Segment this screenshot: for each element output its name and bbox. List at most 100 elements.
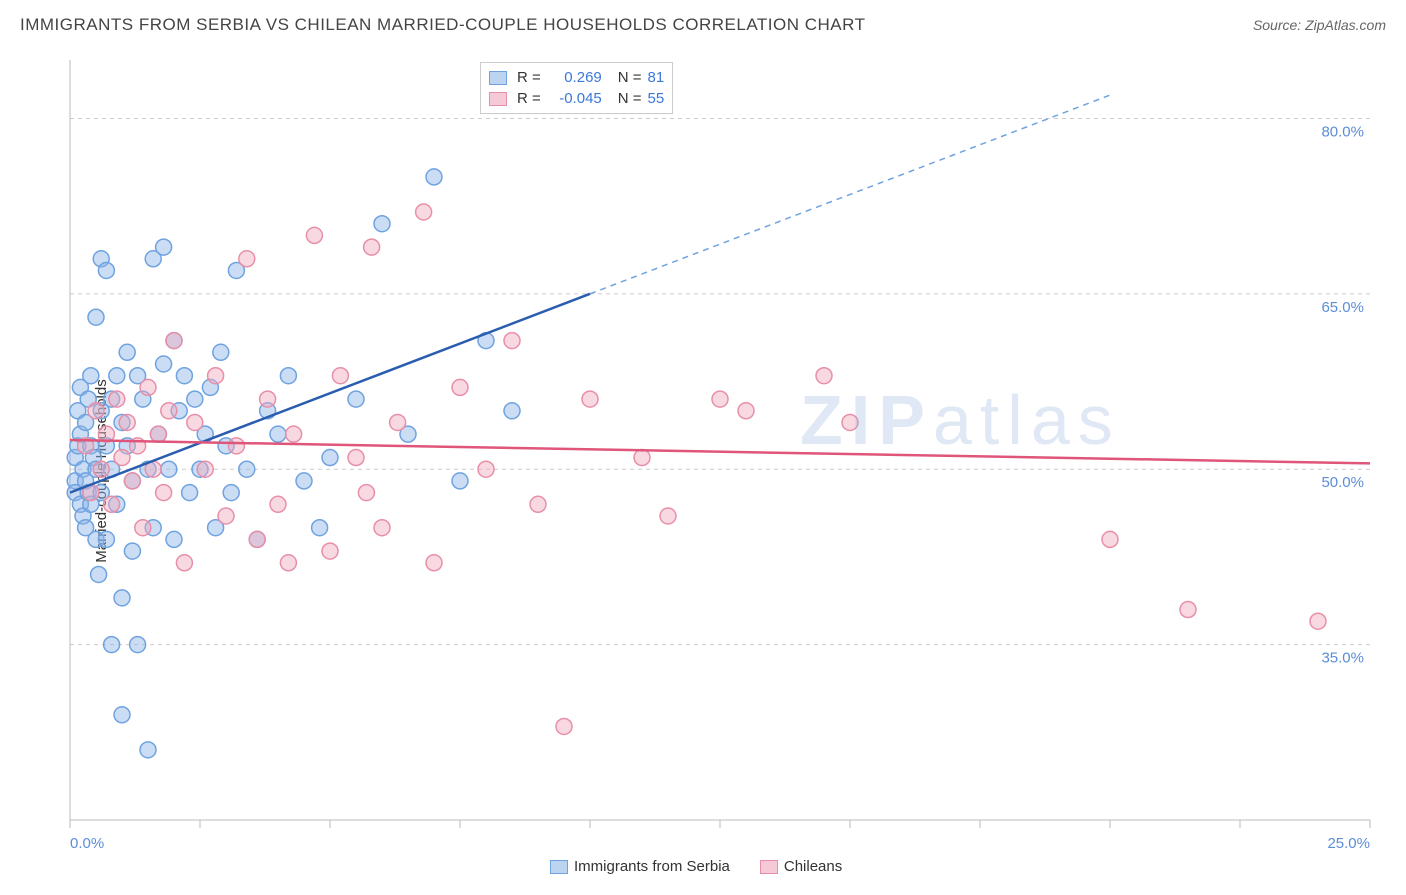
legend-item: Immigrants from Serbia [550,858,730,875]
data-point [280,368,296,384]
data-point [88,403,104,419]
data-point [270,426,286,442]
scatter-plot: 35.0%50.0%65.0%80.0%0.0%25.0% ZIPatlas R… [50,50,1390,850]
stats-row: R =-0.045N =55 [489,88,664,109]
data-point [364,239,380,255]
data-point [249,531,265,547]
data-point [348,450,364,466]
data-point [140,379,156,395]
chart-svg: 35.0%50.0%65.0%80.0%0.0%25.0% [50,50,1390,890]
data-point [478,461,494,477]
data-point [582,391,598,407]
data-point [260,391,276,407]
data-point [228,438,244,454]
data-point [197,461,213,477]
n-value: 55 [648,90,665,107]
y-tick-label: 50.0% [1321,474,1364,491]
data-point [322,450,338,466]
data-point [223,485,239,501]
data-point [104,496,120,512]
data-point [426,555,442,571]
data-point [91,566,107,582]
data-point [109,368,125,384]
data-point [119,344,135,360]
data-point [1310,613,1326,629]
data-point [296,473,312,489]
data-point [322,543,338,559]
r-label: R = [517,69,541,86]
data-point [816,368,832,384]
data-point [1102,531,1118,547]
data-point [634,450,650,466]
data-point [114,450,130,466]
n-label: N = [618,69,642,86]
data-point [114,590,130,606]
legend-swatch [760,860,778,874]
legend-swatch [550,860,568,874]
correlation-stats-box: R =0.269N =81R =-0.045N =55 [480,62,673,114]
n-value: 81 [648,69,665,86]
data-point [504,403,520,419]
x-tick-label: 0.0% [70,835,104,852]
source-attribution: Source: ZipAtlas.com [1253,17,1386,33]
data-point [712,391,728,407]
data-point [332,368,348,384]
data-point [358,485,374,501]
data-point [556,718,572,734]
y-tick-label: 65.0% [1321,299,1364,316]
data-point [416,204,432,220]
data-point [660,508,676,524]
data-point [280,555,296,571]
data-point [842,414,858,430]
data-point [208,368,224,384]
series-legend: Immigrants from Serbia Chileans [550,858,842,875]
stats-row: R =0.269N =81 [489,67,664,88]
data-point [93,461,109,477]
data-point [213,344,229,360]
data-point [83,368,99,384]
data-point [88,309,104,325]
data-point [239,461,255,477]
legend-label: Chileans [784,858,842,875]
data-point [218,508,234,524]
data-point [156,356,172,372]
chart-title: IMMIGRANTS FROM SERBIA VS CHILEAN MARRIE… [20,15,866,35]
data-point [135,520,151,536]
legend-label: Immigrants from Serbia [574,858,730,875]
data-point [738,403,754,419]
legend-swatch [489,71,507,85]
data-point [156,239,172,255]
data-point [161,461,177,477]
trend-line-extrapolated [590,95,1110,294]
data-point [130,637,146,653]
data-point [98,262,114,278]
data-point [312,520,328,536]
data-point [98,531,114,547]
data-point [239,251,255,267]
legend-swatch [489,92,507,106]
data-point [270,496,286,512]
r-label: R = [517,90,541,107]
y-tick-label: 35.0% [1321,650,1364,667]
data-point [161,403,177,419]
data-point [104,637,120,653]
data-point [166,531,182,547]
data-point [530,496,546,512]
data-point [374,216,390,232]
data-point [176,368,192,384]
data-point [1180,602,1196,618]
data-point [452,379,468,395]
data-point [156,485,172,501]
data-point [374,520,390,536]
data-point [426,169,442,185]
data-point [140,742,156,758]
data-point [176,555,192,571]
data-point [166,333,182,349]
data-point [452,473,468,489]
data-point [182,485,198,501]
r-value: -0.045 [547,90,602,107]
data-point [124,543,140,559]
data-point [150,426,166,442]
data-point [119,414,135,430]
data-point [306,227,322,243]
